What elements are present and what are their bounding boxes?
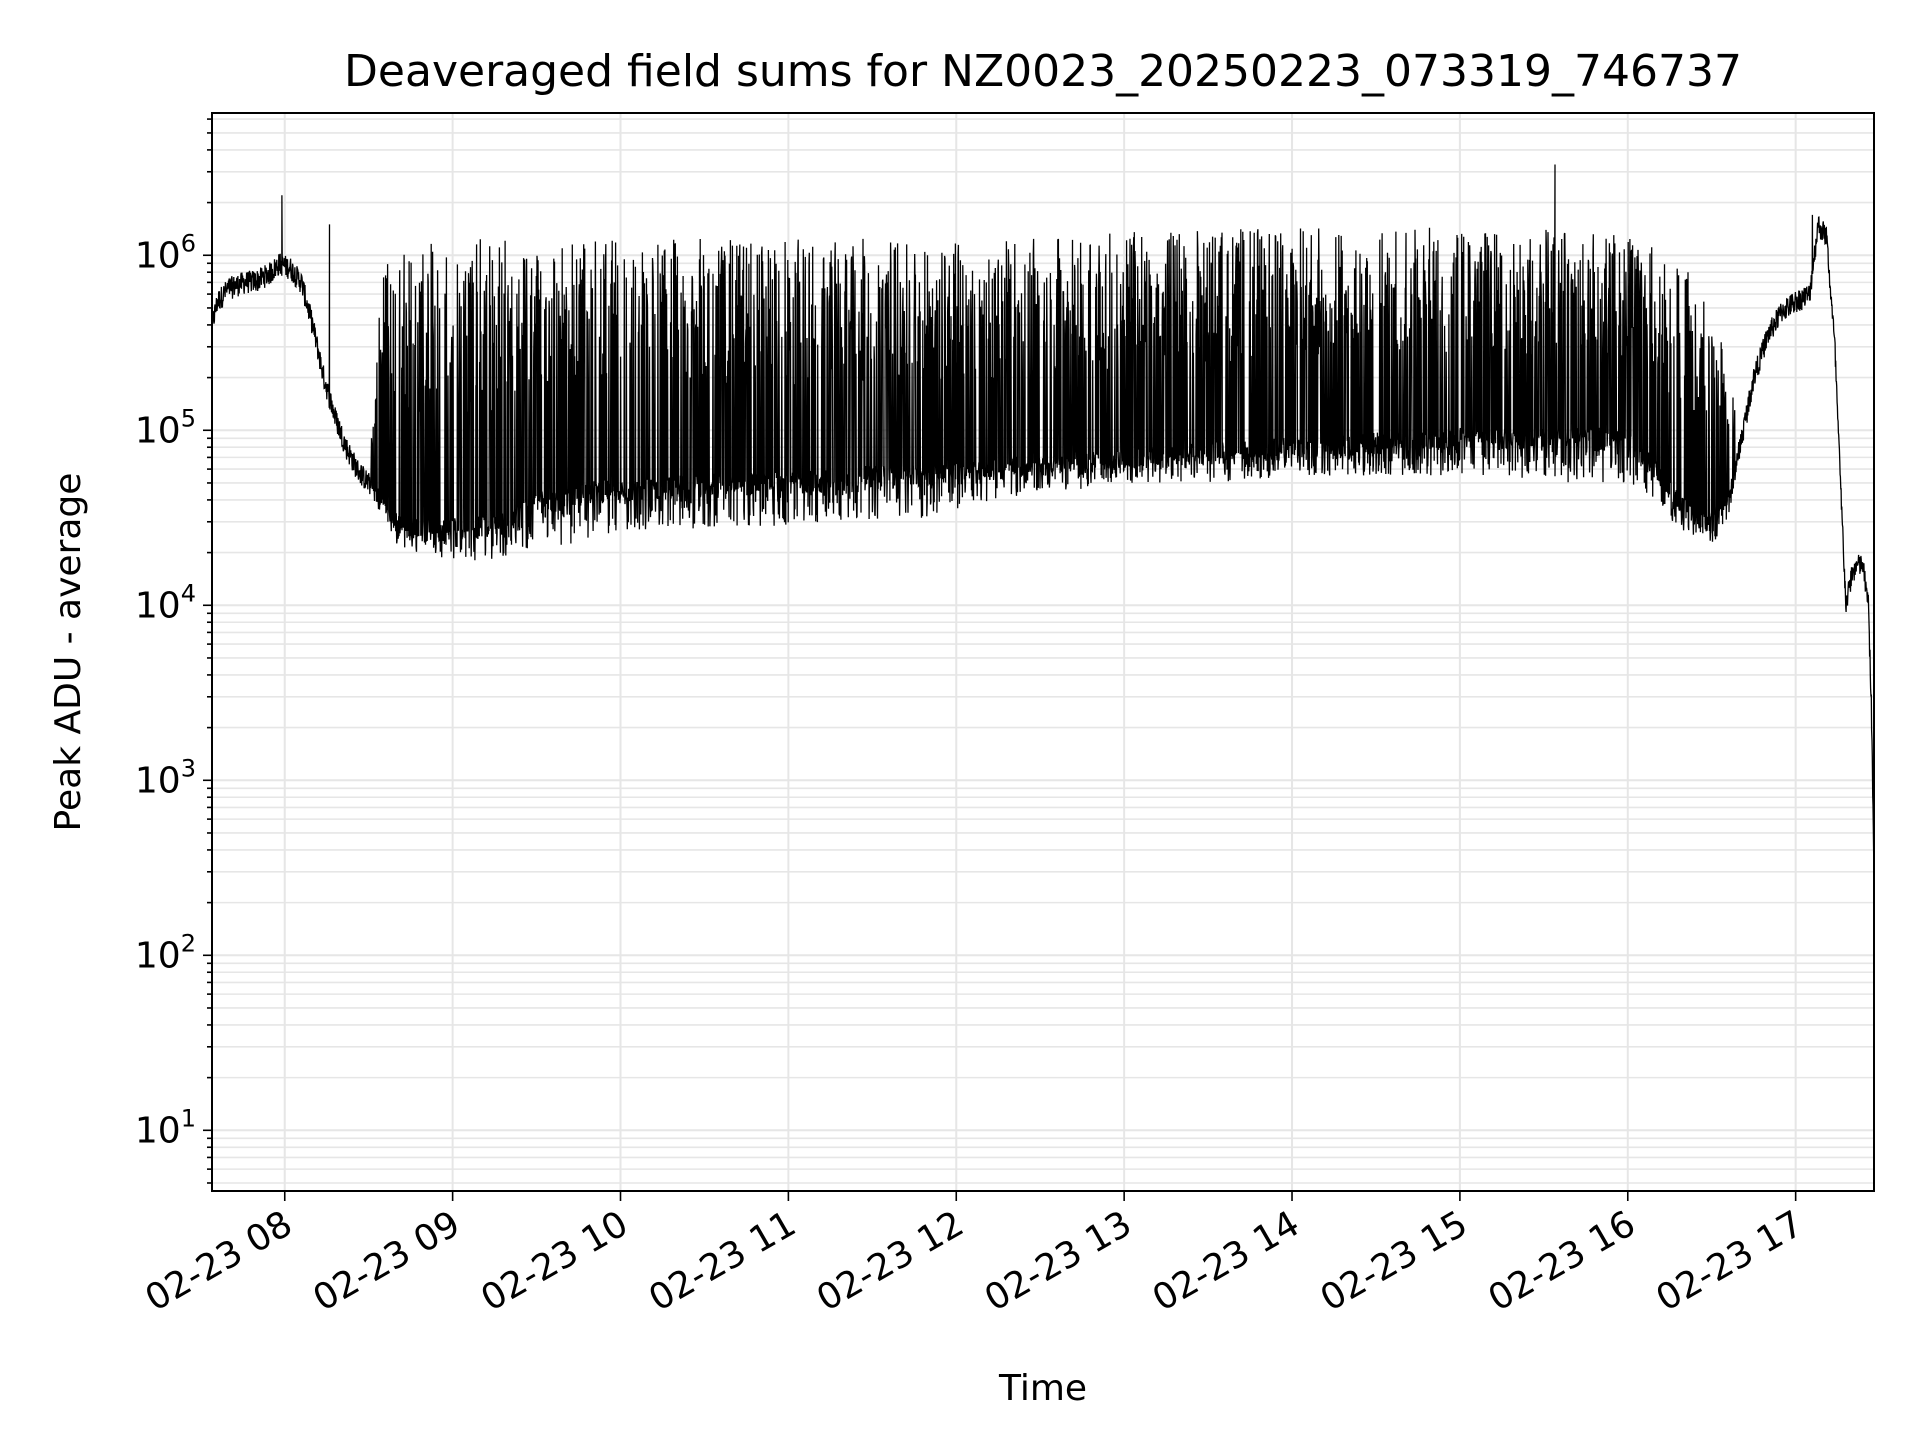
y-axis-label: Peak ADU - average xyxy=(48,473,89,832)
series-line xyxy=(211,164,1875,872)
y-tick-label: 104 xyxy=(135,579,196,626)
x-axis-label: Time xyxy=(998,1368,1087,1409)
plot-frame xyxy=(211,112,1875,1192)
y-tick-label: 103 xyxy=(135,754,196,801)
y-tick-label: 105 xyxy=(135,404,196,451)
y-tick-label: 102 xyxy=(135,929,196,976)
y-tick-label: 106 xyxy=(135,229,196,276)
y-tick-label: 101 xyxy=(135,1104,196,1151)
series-layer xyxy=(211,164,1875,872)
chart-title: Deaveraged field sums for NZ0023_2025022… xyxy=(344,46,1742,97)
